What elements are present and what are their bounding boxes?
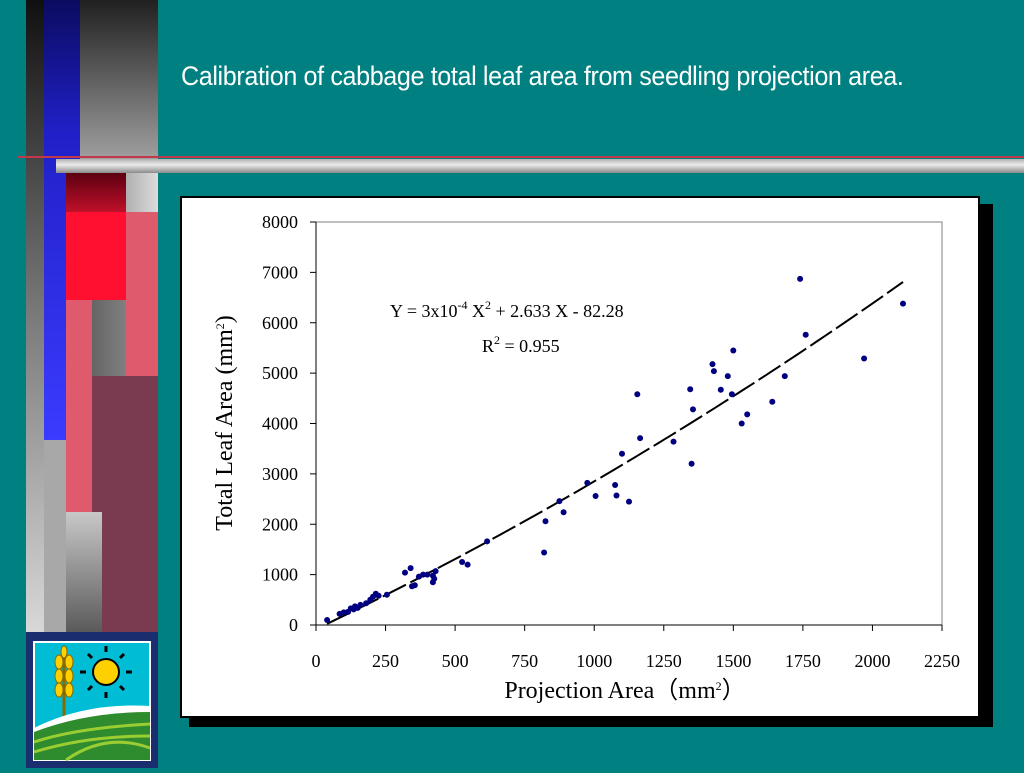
data-point	[861, 355, 868, 362]
decor-column	[66, 300, 92, 512]
decor-column	[92, 376, 158, 632]
data-point	[407, 565, 414, 572]
plot-area	[315, 221, 943, 626]
data-point	[560, 509, 567, 516]
fit-equation-label: Y = 3x10-4 X2 + 2.633 X - 82.28	[390, 298, 624, 321]
decor-column	[126, 212, 158, 376]
decor-column	[66, 212, 126, 300]
data-point	[769, 398, 776, 405]
data-point	[592, 493, 599, 499]
slide-title: Calibration of cabbage total leaf area f…	[181, 61, 904, 91]
data-point	[687, 386, 694, 393]
data-point	[431, 575, 438, 582]
data-point	[613, 492, 620, 499]
x-tick-label: 250	[372, 651, 399, 671]
decor-column	[44, 440, 66, 632]
data-point	[375, 592, 382, 599]
data-point	[690, 406, 696, 413]
chart-panel: 0 1000 2000 3000 4000 5000 6000 7000 8000 0 250 500…	[180, 196, 980, 718]
data-point	[424, 571, 431, 578]
sun-icon	[80, 646, 132, 698]
decor-column	[26, 0, 44, 632]
data-point	[670, 438, 677, 445]
y-tick-label: 5000	[262, 363, 298, 383]
data-point	[744, 411, 751, 418]
decor-column	[66, 512, 102, 632]
data-point	[464, 561, 471, 568]
data-point	[383, 591, 390, 598]
data-point	[724, 373, 731, 380]
data-point	[402, 569, 408, 576]
data-point	[357, 601, 364, 608]
decor-column	[80, 0, 158, 160]
data-point	[324, 617, 331, 623]
data-point	[634, 391, 641, 398]
data-point	[411, 582, 418, 589]
data-point	[688, 460, 695, 467]
data-point	[637, 435, 644, 442]
data-point	[612, 482, 619, 488]
data-point	[556, 498, 563, 505]
data-point	[730, 347, 737, 354]
data-point	[541, 549, 548, 556]
data-point	[542, 518, 549, 525]
y-axis-label: Total Leaf Area (mm2)	[212, 315, 238, 531]
y-tick-label: 7000	[262, 262, 298, 282]
data-point	[709, 361, 716, 368]
data-point	[420, 571, 427, 578]
field-icon	[33, 705, 151, 762]
x-axis-label: Projection Area（mm2）	[504, 678, 745, 704]
decor-column	[126, 172, 158, 214]
data-point	[797, 275, 804, 282]
data-point	[584, 479, 591, 486]
data-point	[710, 368, 717, 375]
fit-curve	[326, 281, 904, 625]
data-point	[717, 386, 724, 393]
data-point	[484, 538, 491, 545]
logo	[26, 632, 158, 768]
y-tick-label: 3000	[262, 464, 298, 484]
x-tick-label: 1000	[576, 651, 612, 671]
y-tick-label: 4000	[262, 414, 298, 434]
x-tick-label: 1750	[785, 651, 821, 671]
x-tick-label: 1250	[646, 651, 682, 671]
wheat-icon	[54, 645, 74, 718]
title-divider-bar	[56, 159, 1024, 173]
decor-column	[66, 172, 126, 212]
y-tick-label: 1000	[262, 565, 298, 585]
x-tick-label: 2000	[854, 651, 890, 671]
title-divider	[18, 156, 1024, 158]
x-tick-label: 0	[312, 651, 321, 671]
x-tick-label: 500	[442, 651, 469, 671]
y-tick-label: 6000	[262, 313, 298, 333]
y-tick-label: 8000	[262, 212, 298, 232]
x-tick-label: 750	[511, 651, 538, 671]
y-tick-label: 0	[289, 615, 298, 635]
data-point	[459, 559, 466, 565]
data-point	[728, 391, 735, 398]
data-point	[781, 373, 788, 380]
r-squared-label: R2 = 0.955	[482, 333, 560, 356]
data-point	[626, 498, 632, 505]
scatter-chart: 0 1000 2000 3000 4000 5000 6000 7000 8000 0 250 500…	[212, 212, 960, 704]
x-tick-label: 2250	[924, 651, 960, 671]
data-point	[432, 568, 439, 575]
x-tick-label: 1500	[715, 651, 751, 671]
data-point	[363, 600, 370, 607]
data-point	[802, 331, 809, 338]
data-point	[900, 300, 906, 307]
y-tick-label: 2000	[262, 514, 298, 534]
data-point	[738, 420, 745, 427]
data-point	[619, 450, 625, 457]
